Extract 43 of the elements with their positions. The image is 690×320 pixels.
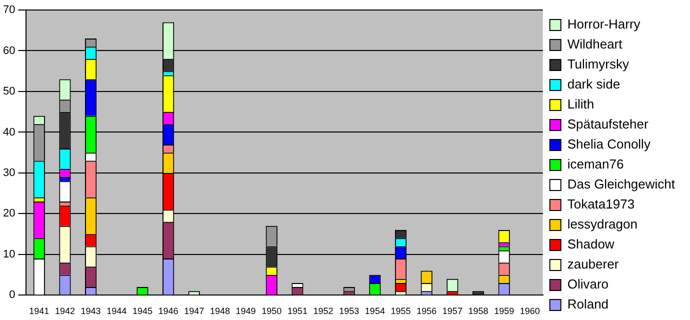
legend-label: zauberer <box>567 256 620 272</box>
legend-label: Wildheart <box>567 36 623 52</box>
x-tick-label: 1946 <box>158 306 178 316</box>
x-tick-label: 1954 <box>364 306 385 316</box>
x-tick-label: 1941 <box>29 306 50 316</box>
y-tick-label: 30 <box>2 167 16 180</box>
y-tick-label: 40 <box>2 126 16 138</box>
x-tick-label: 1948 <box>210 306 230 316</box>
y-tick-label: 50 <box>2 86 16 98</box>
legend-label: iceman76 <box>567 156 624 172</box>
legend-label: Olivaro <box>567 276 609 292</box>
legend-label: Das Gleichgewicht <box>567 176 676 192</box>
legend-label: Shadow <box>567 236 615 252</box>
y-tick-label: 10 <box>2 248 16 260</box>
x-tick-label: 1951 <box>287 306 308 316</box>
x-tick-label: 1943 <box>80 306 101 316</box>
y-tick-label: 0 <box>9 289 16 302</box>
legend-label: lessydragon <box>567 216 638 232</box>
y-tick-label: 60 <box>2 44 16 57</box>
x-tick-label: 1952 <box>313 306 334 316</box>
x-tick-label: 1942 <box>54 306 75 316</box>
legend-label: Tulimyrsky <box>567 56 630 72</box>
x-tick-label: 1950 <box>262 306 282 316</box>
legend-label: dark side <box>567 76 620 92</box>
x-tick-label: 1949 <box>236 306 256 316</box>
y-tick-label: 20 <box>2 208 16 220</box>
x-tick-label: 1959 <box>494 306 514 316</box>
x-tick-label: 1944 <box>106 306 127 316</box>
x-tick-label: 1947 <box>184 306 204 316</box>
legend-label: Spätaufsteher <box>567 116 649 132</box>
x-tick-label: 1957 <box>442 306 462 316</box>
y-tick-label: 70 <box>2 4 16 16</box>
x-tick-label: 1945 <box>132 306 152 316</box>
x-tick-label: 1960 <box>520 306 540 316</box>
legend-label: Horror-Harry <box>567 16 641 32</box>
x-tick-label: 1956 <box>416 306 437 316</box>
x-tick-label: 1955 <box>390 306 411 316</box>
legend-label: Lilith <box>567 96 594 112</box>
legend-label: Roland <box>567 296 609 312</box>
legend-label: Tokata1973 <box>567 196 635 212</box>
x-tick-label: 1953 <box>339 306 360 316</box>
x-tick-label: 1958 <box>468 306 488 316</box>
legend-label: Shelia Conolly <box>567 136 651 152</box>
